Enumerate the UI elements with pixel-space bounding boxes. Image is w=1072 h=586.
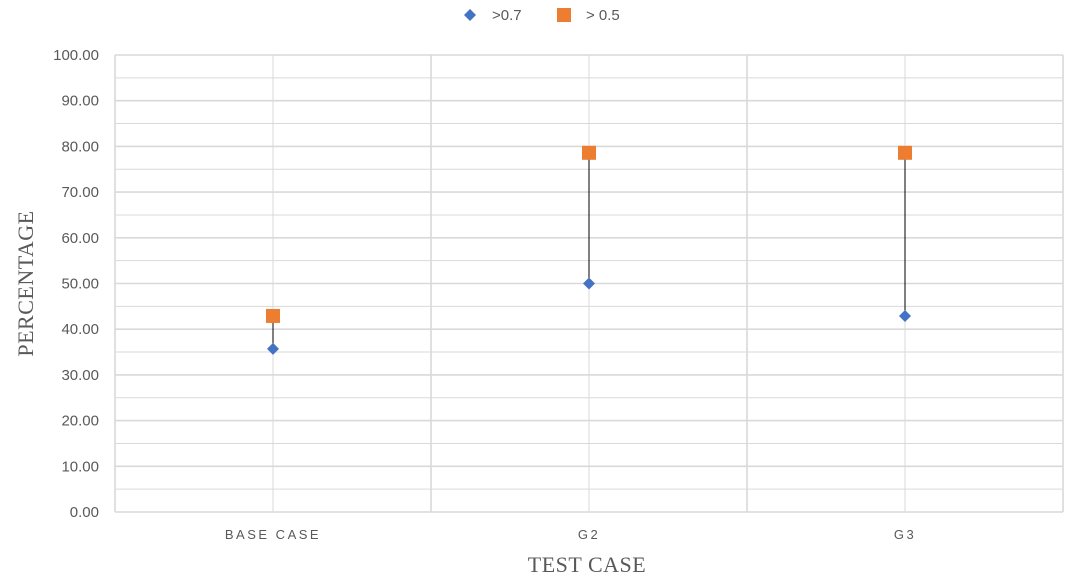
y-tick-label: 100.00 — [53, 47, 99, 64]
x-axis-ticks: BASE CASE G2 G3 — [225, 527, 916, 542]
data-point-square — [898, 145, 912, 160]
y-tick-label: 90.00 — [61, 93, 99, 110]
y-tick-label: 0.00 — [70, 504, 99, 521]
data-point-square — [582, 145, 596, 160]
y-tick-label: 30.00 — [61, 367, 99, 384]
data-point-square — [266, 308, 280, 323]
y-tick-label: 70.00 — [61, 184, 99, 201]
data-point-diamond — [583, 277, 595, 290]
x-tick-label: BASE CASE — [225, 527, 321, 542]
y-tick-label: 50.00 — [61, 276, 99, 293]
legend-label: > 0.5 — [586, 7, 620, 24]
y-tick-label: 60.00 — [61, 230, 99, 247]
y-tick-label: 80.00 — [61, 138, 99, 155]
x-tick-label: G3 — [894, 527, 916, 542]
y-tick-label: 20.00 — [61, 413, 99, 430]
data-markers — [266, 145, 912, 355]
legend: >0.7 > 0.5 — [464, 7, 620, 24]
y-axis-title: PERCENTAGE — [13, 210, 38, 356]
y-tick-label: 40.00 — [61, 321, 99, 338]
legend-diamond-icon — [464, 9, 476, 21]
data-point-diamond — [899, 309, 911, 322]
legend-label: >0.7 — [492, 7, 522, 24]
x-tick-label: G2 — [578, 527, 600, 542]
x-axis-title: TEST CASE — [528, 552, 646, 577]
y-tick-label: 10.00 — [61, 458, 99, 475]
y-axis-ticks: 0.00 10.00 20.00 30.00 40.00 50.00 60.00 70.00 8… — [53, 47, 99, 521]
data-point-diamond — [267, 342, 279, 355]
legend-square-icon — [557, 8, 571, 22]
